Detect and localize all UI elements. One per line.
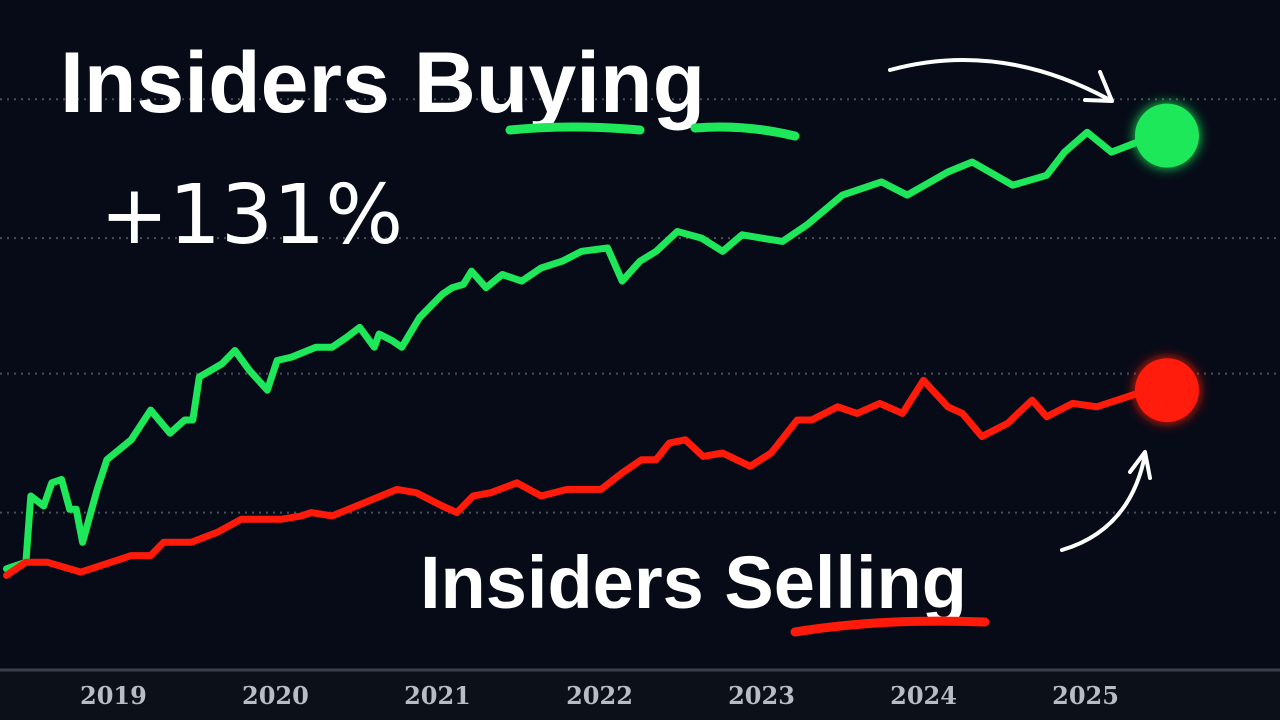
end-dot <box>1134 103 1199 168</box>
x-axis-band <box>0 670 1280 720</box>
x-tick-label: 2025 <box>1052 681 1119 710</box>
arrow <box>888 58 1114 103</box>
x-tick-label: 2023 <box>728 681 795 710</box>
selling-label: Insiders Selling <box>420 541 967 624</box>
line <box>3 128 1169 573</box>
underline <box>505 122 800 141</box>
return-label: +131% <box>100 168 403 263</box>
x-tick-label: 2022 <box>566 681 633 710</box>
x-tick-label: 2024 <box>890 681 957 710</box>
arrow <box>1060 450 1152 552</box>
plot <box>0 98 1280 579</box>
x-tick-label: 2020 <box>242 681 309 710</box>
line <box>3 376 1169 579</box>
x-tick-label: 2019 <box>80 681 147 710</box>
buying-label: Insiders Buying <box>60 35 705 131</box>
x-tick-label: 2021 <box>404 681 471 710</box>
underline <box>790 616 990 637</box>
end-dot <box>1134 358 1199 423</box>
